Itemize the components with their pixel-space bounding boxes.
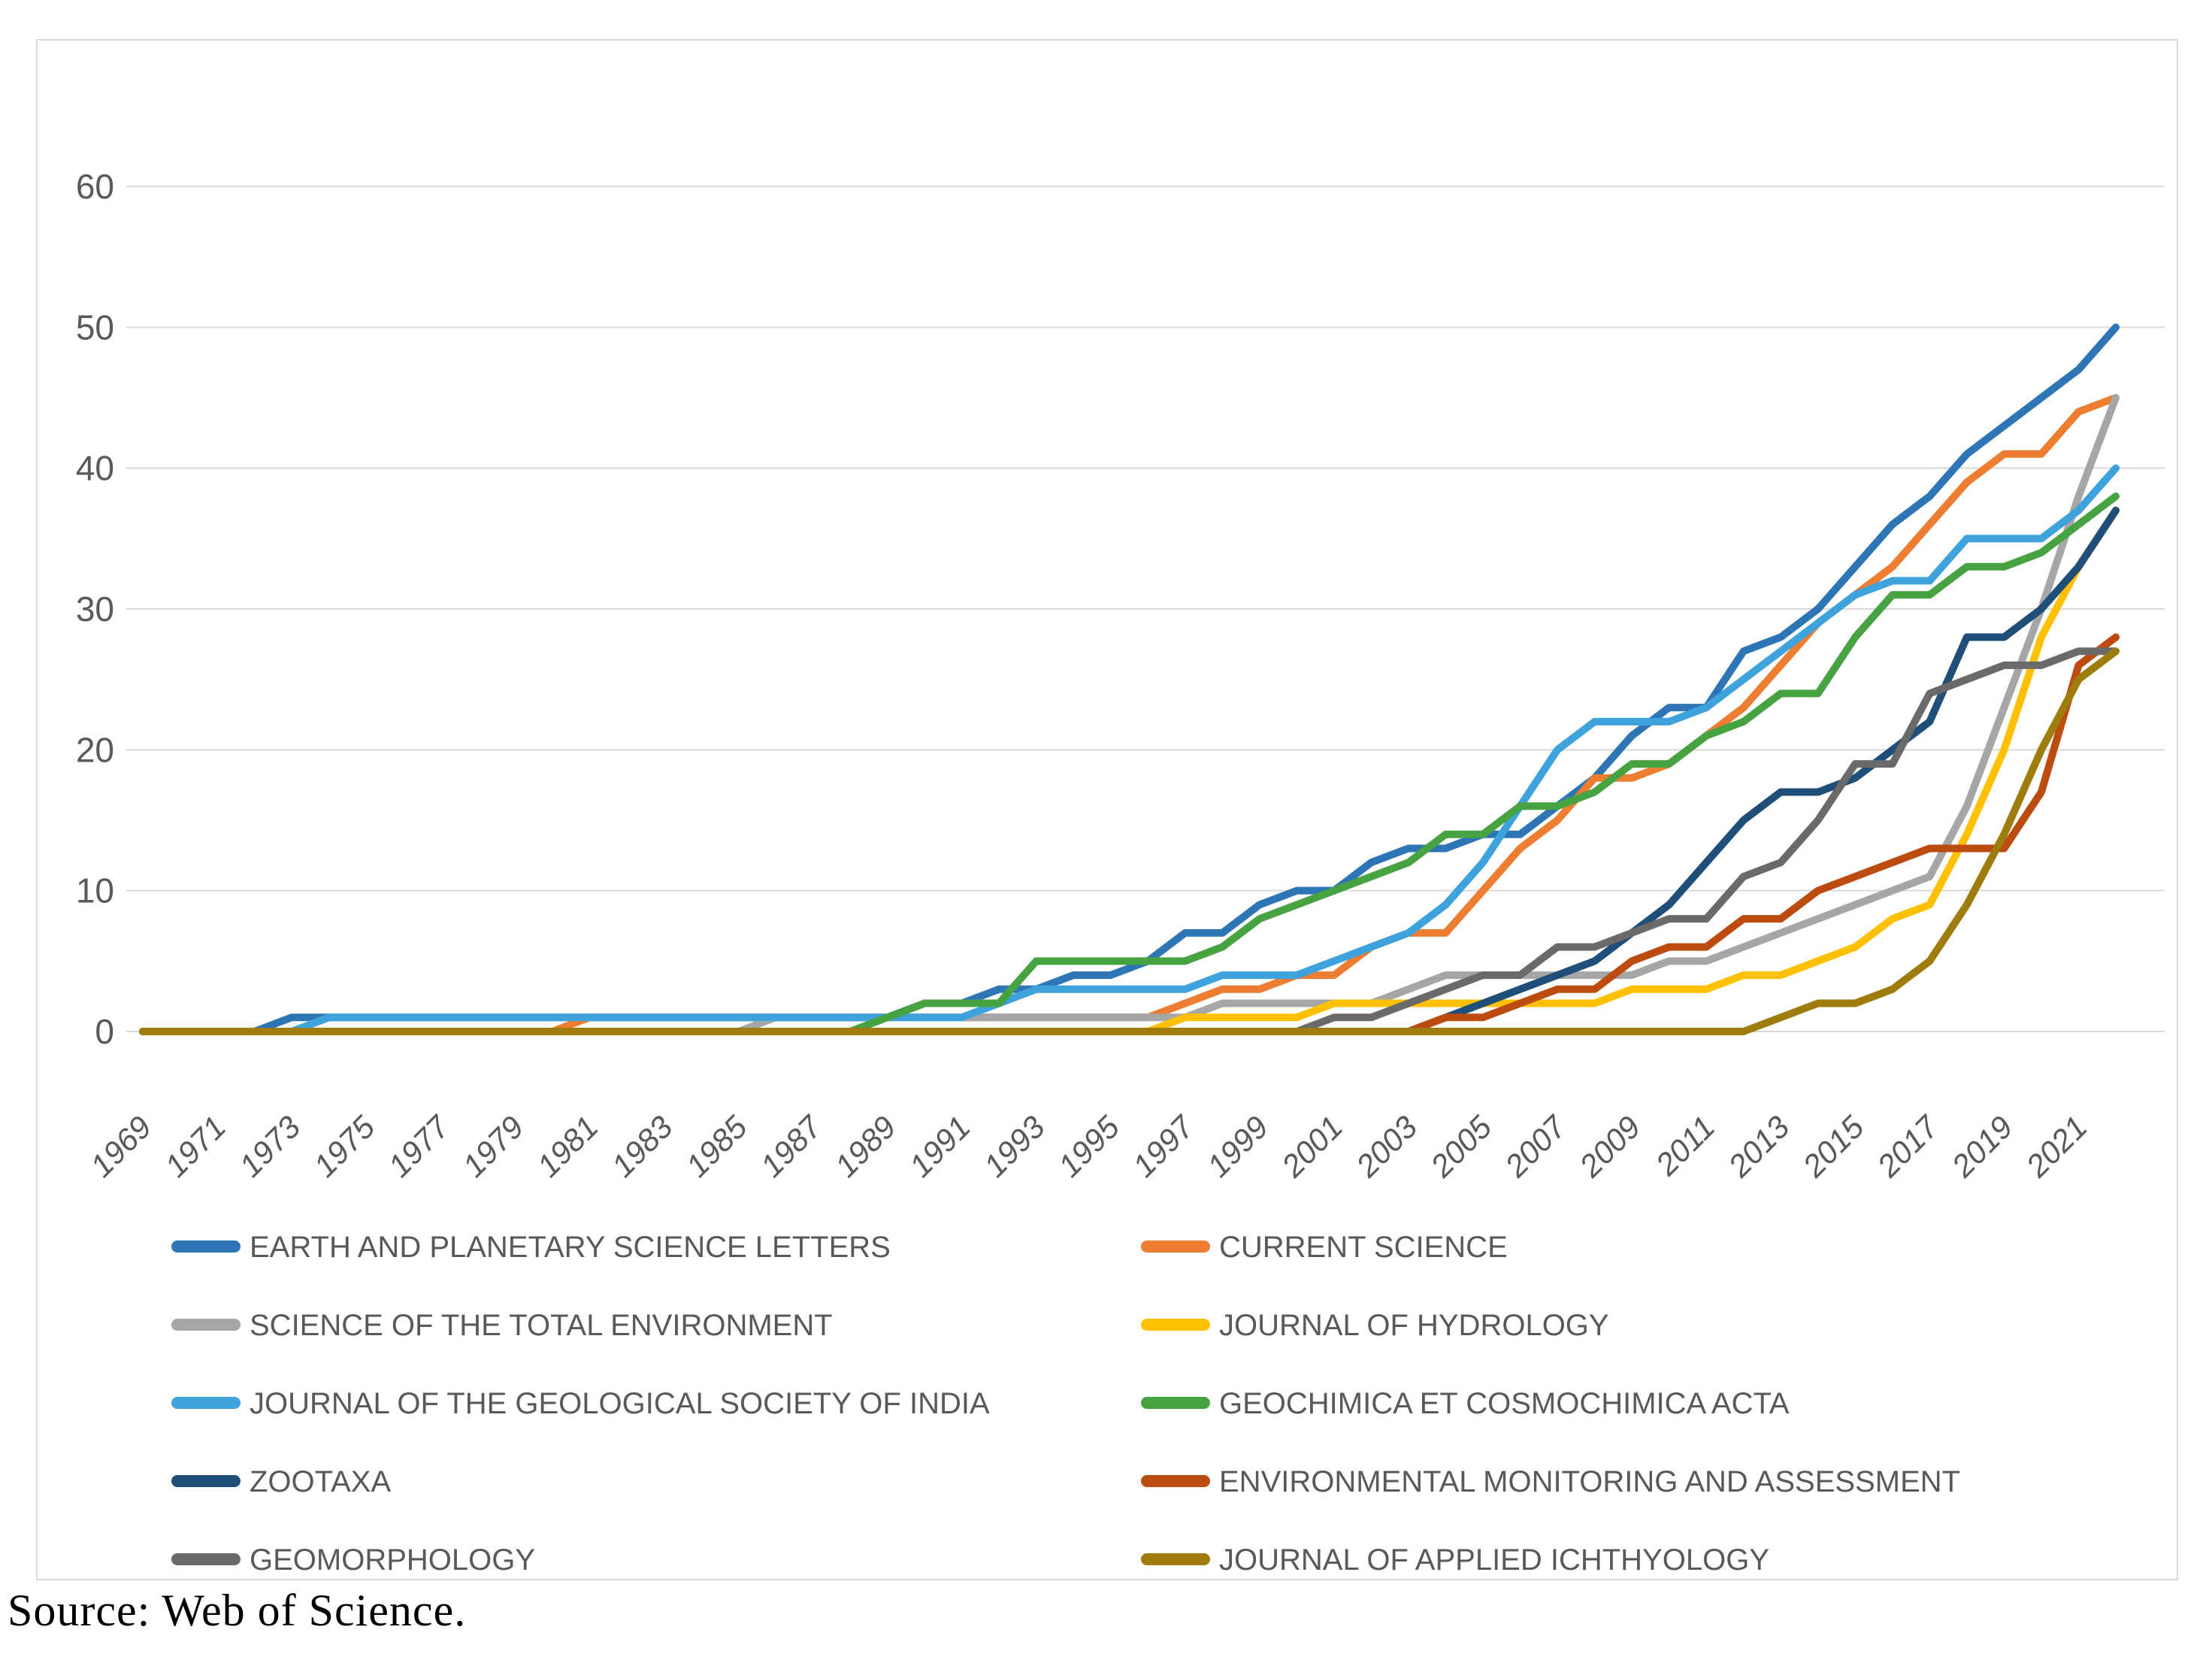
legend-item-8: GEOMORPHOLOGY bbox=[171, 1543, 535, 1577]
x-tick-label: 2011 bbox=[1648, 1109, 1722, 1183]
series-line-3 bbox=[139, 506, 2120, 1035]
legend-swatch-6 bbox=[171, 1475, 241, 1487]
x-tick-label: 2019 bbox=[1944, 1109, 2020, 1184]
x-tick-label: 2001 bbox=[1274, 1109, 1349, 1184]
legend-item-3: JOURNAL OF HYDROLOGY bbox=[1141, 1309, 1609, 1342]
legend-label-7: ENVIRONMENTAL MONITORING AND ASSESSMENT bbox=[1219, 1465, 1960, 1498]
legend-item-7: ENVIRONMENTAL MONITORING AND ASSESSMENT bbox=[1141, 1465, 1960, 1498]
legend-item-6: ZOOTAXA bbox=[171, 1465, 391, 1498]
legend-item-2: SCIENCE OF THE TOTAL ENVIRONMENT bbox=[171, 1309, 833, 1342]
y-tick-label: 60 bbox=[76, 167, 114, 206]
series-line-5 bbox=[139, 492, 2120, 1035]
source-caption: Source: Web of Science. bbox=[8, 1586, 467, 1635]
legend-swatch-1 bbox=[1141, 1240, 1210, 1253]
x-tick-label: 2021 bbox=[2019, 1109, 2094, 1184]
legend-label-1: CURRENT SCIENCE bbox=[1219, 1231, 1508, 1264]
legend-item-9: JOURNAL OF APPLIED ICHTHYOLOGY bbox=[1141, 1543, 1769, 1577]
y-tick-label: 50 bbox=[76, 307, 114, 347]
legend-swatch-3 bbox=[1141, 1319, 1210, 1331]
legend-item-5: GEOCHIMICA ET COSMOCHIMICA ACTA bbox=[1141, 1387, 1790, 1420]
y-tick-label: 30 bbox=[76, 589, 114, 629]
legend-label-0: EARTH AND PLANETARY SCIENCE LETTERS bbox=[250, 1231, 891, 1264]
x-tick-label: 2013 bbox=[1721, 1109, 1796, 1184]
series-line-9 bbox=[139, 647, 2120, 1035]
y-tick-label: 40 bbox=[76, 449, 114, 488]
x-tick-label: 2017 bbox=[1870, 1108, 1946, 1184]
x-tick-label: 2009 bbox=[1572, 1109, 1647, 1184]
x-tick-label: 1995 bbox=[1052, 1109, 1127, 1184]
legend-swatch-2 bbox=[171, 1319, 241, 1331]
legend-swatch-0 bbox=[171, 1240, 241, 1253]
x-tick-label: 1987 bbox=[754, 1108, 829, 1183]
legend-item-0: EARTH AND PLANETARY SCIENCE LETTERS bbox=[171, 1231, 891, 1264]
x-tick-label: 1999 bbox=[1200, 1109, 1275, 1183]
legend-label-8: GEOMORPHOLOGY bbox=[250, 1543, 535, 1577]
x-tick-label: 1983 bbox=[604, 1109, 679, 1183]
x-tick-label: 1985 bbox=[679, 1109, 755, 1184]
x-tick-label: 2003 bbox=[1348, 1109, 1424, 1184]
legend-label-3: JOURNAL OF HYDROLOGY bbox=[1219, 1309, 1609, 1342]
x-tick-label: 2007 bbox=[1497, 1108, 1573, 1184]
legend-label-9: JOURNAL OF APPLIED ICHTHYOLOGY bbox=[1219, 1543, 1769, 1577]
legend-swatch-8 bbox=[171, 1553, 241, 1565]
legend-label-5: GEOCHIMICA ET COSMOCHIMICA ACTA bbox=[1219, 1387, 1790, 1420]
x-tick-label: 1971 bbox=[158, 1109, 232, 1183]
legend-swatch-5 bbox=[1141, 1397, 1210, 1409]
x-tick-label: 1989 bbox=[828, 1109, 903, 1183]
series-line-6 bbox=[139, 506, 2120, 1035]
x-tick-label: 1991 bbox=[903, 1109, 977, 1183]
y-tick-label: 10 bbox=[76, 871, 114, 910]
y-tick-label: 0 bbox=[95, 1012, 114, 1051]
series-line-1 bbox=[139, 394, 2120, 1035]
legend-label-6: ZOOTAXA bbox=[250, 1465, 391, 1498]
legend-swatch-7 bbox=[1141, 1475, 1210, 1487]
x-tick-label: 2005 bbox=[1423, 1109, 1498, 1184]
x-tick-label: 2015 bbox=[1796, 1109, 1871, 1184]
x-tick-label: 1993 bbox=[977, 1109, 1052, 1183]
x-tick-label: 1977 bbox=[381, 1108, 456, 1183]
legend-label-2: SCIENCE OF THE TOTAL ENVIRONMENT bbox=[250, 1309, 833, 1342]
x-tick-label: 1973 bbox=[232, 1109, 307, 1183]
legend-item-4: JOURNAL OF THE GEOLOGICAL SOCIETY OF IND… bbox=[171, 1387, 990, 1420]
legend-swatch-9 bbox=[1141, 1553, 1210, 1565]
x-tick-label: 1975 bbox=[307, 1109, 382, 1184]
series-line-8 bbox=[139, 647, 2120, 1035]
series-line-4 bbox=[139, 464, 2120, 1035]
series-line-0 bbox=[139, 323, 2120, 1035]
y-tick-label: 20 bbox=[76, 730, 114, 769]
x-tick-label: 1981 bbox=[530, 1109, 604, 1183]
series-line-2 bbox=[139, 394, 2120, 1035]
legend-item-1: CURRENT SCIENCE bbox=[1141, 1231, 1508, 1264]
x-tick-label: 1997 bbox=[1126, 1108, 1201, 1183]
legend-label-4: JOURNAL OF THE GEOLOGICAL SOCIETY OF IND… bbox=[250, 1387, 990, 1420]
x-tick-label: 1979 bbox=[455, 1109, 530, 1183]
x-tick-label: 1969 bbox=[83, 1109, 158, 1183]
legend-swatch-4 bbox=[171, 1397, 241, 1409]
